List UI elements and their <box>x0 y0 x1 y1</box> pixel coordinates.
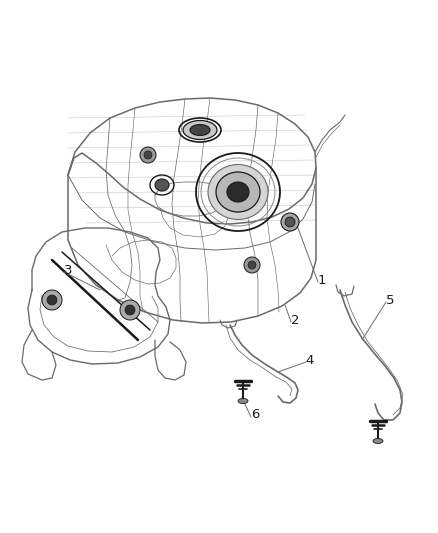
Ellipse shape <box>238 399 248 403</box>
Circle shape <box>144 151 152 159</box>
Circle shape <box>140 147 156 163</box>
Circle shape <box>125 305 135 315</box>
Circle shape <box>120 300 140 320</box>
Text: 4: 4 <box>306 353 314 367</box>
Ellipse shape <box>155 179 169 191</box>
Circle shape <box>281 213 299 231</box>
Circle shape <box>244 257 260 273</box>
Circle shape <box>47 295 57 305</box>
Ellipse shape <box>190 125 210 135</box>
Ellipse shape <box>208 165 268 220</box>
Circle shape <box>42 290 62 310</box>
Ellipse shape <box>216 172 260 212</box>
Circle shape <box>285 217 295 227</box>
Text: 6: 6 <box>251 408 259 422</box>
Circle shape <box>248 261 256 269</box>
Text: 5: 5 <box>386 294 394 306</box>
Text: 1: 1 <box>318 273 326 287</box>
Ellipse shape <box>227 182 249 202</box>
Text: 2: 2 <box>291 313 299 327</box>
Ellipse shape <box>373 439 383 443</box>
Ellipse shape <box>183 120 217 140</box>
Text: 3: 3 <box>64 263 72 277</box>
